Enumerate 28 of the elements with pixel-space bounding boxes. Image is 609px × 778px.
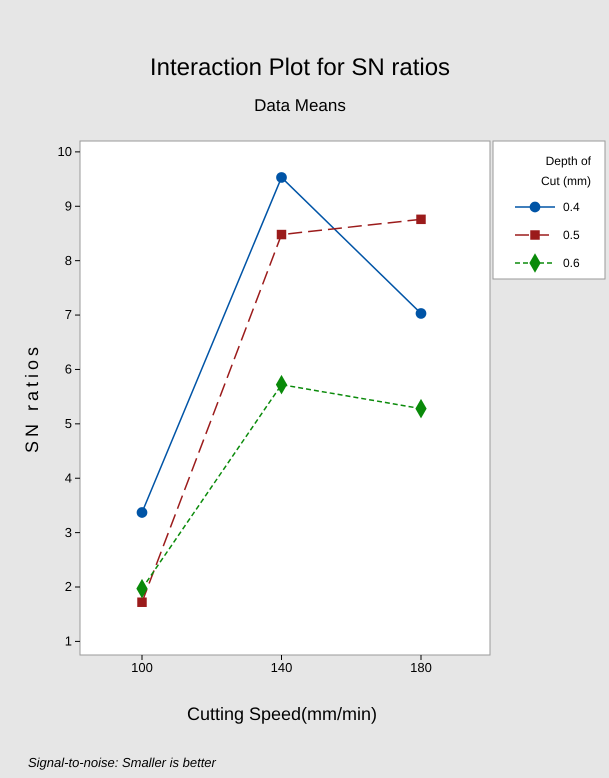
y-tick-label: 9 xyxy=(64,198,72,214)
point xyxy=(276,230,286,240)
point xyxy=(416,308,426,319)
y-tick-label: 8 xyxy=(64,252,72,268)
y-tick-label: 10 xyxy=(58,144,72,160)
x-axis-title: Cutting Speed(mm/min) xyxy=(186,704,378,724)
point xyxy=(137,597,147,607)
y-tick-label: 3 xyxy=(64,524,72,540)
legend-label: 0.4 xyxy=(563,200,580,214)
y-tick-label: 2 xyxy=(64,579,72,594)
y-tick-label: 7 xyxy=(64,307,72,322)
point xyxy=(416,214,426,224)
point xyxy=(276,172,287,183)
chart-title: Interaction Plot for SN ratios xyxy=(150,54,450,81)
y-tick-label: 6 xyxy=(64,362,72,377)
legend-label: 0.5 xyxy=(563,228,580,242)
x-tick-label: 100 xyxy=(131,660,153,676)
y-axis-title: SN ratios xyxy=(22,342,42,454)
legend-label: 0.6 xyxy=(563,256,580,270)
y-tick-label: 4 xyxy=(64,470,72,486)
y-tick-label: 1 xyxy=(64,634,72,649)
x-tick-label: 140 xyxy=(270,660,292,676)
text: Signal-to-noise: Smaller is better xyxy=(28,755,217,770)
point xyxy=(136,507,148,518)
y-tick-label: 5 xyxy=(64,416,72,431)
x-tick-label: 180 xyxy=(410,660,432,676)
legend-title: Depth of Cut (mm) xyxy=(541,154,592,188)
chart-subtitle: Data Means xyxy=(254,96,346,115)
